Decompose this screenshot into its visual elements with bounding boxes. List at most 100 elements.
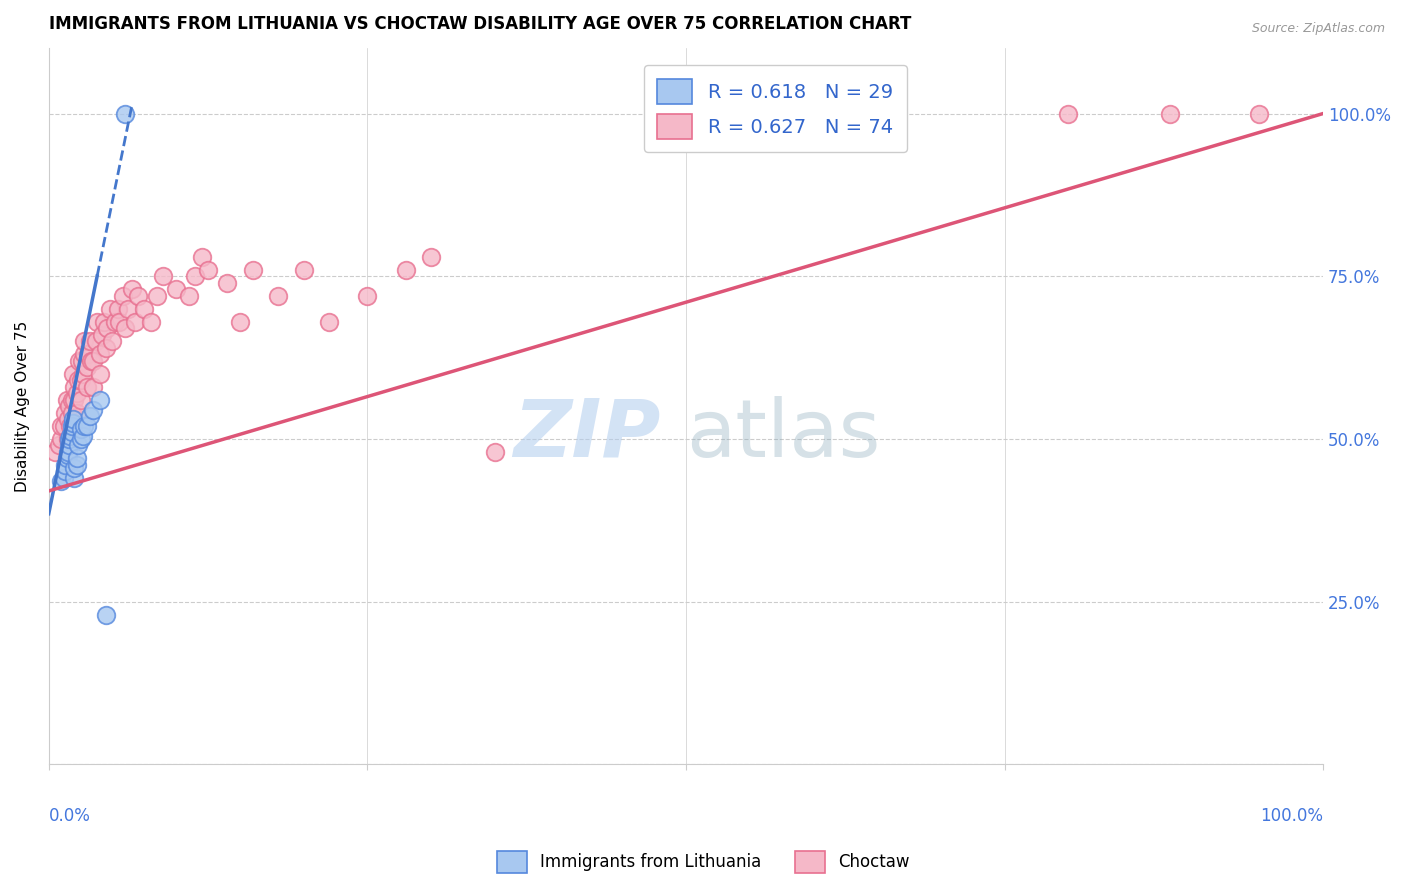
Point <box>94 341 117 355</box>
Point <box>134 301 156 316</box>
Point <box>177 289 200 303</box>
Point <box>184 269 207 284</box>
Point <box>101 334 124 349</box>
Point <box>217 276 239 290</box>
Point <box>356 289 378 303</box>
Y-axis label: Disability Age Over 75: Disability Age Over 75 <box>15 321 30 492</box>
Point <box>86 315 108 329</box>
Point <box>146 289 169 303</box>
Point <box>108 315 131 329</box>
Point <box>63 471 86 485</box>
Point <box>1057 106 1080 120</box>
Point <box>79 409 101 424</box>
Point <box>82 402 104 417</box>
Point <box>73 334 96 349</box>
Point <box>60 418 83 433</box>
Point <box>89 392 111 407</box>
Point <box>67 438 90 452</box>
Point <box>56 448 79 462</box>
Point <box>80 353 103 368</box>
Point <box>318 315 340 329</box>
Point <box>84 334 107 349</box>
Point <box>121 282 143 296</box>
Point <box>56 445 79 459</box>
Point <box>76 380 98 394</box>
Point <box>139 315 162 329</box>
Point <box>67 373 90 387</box>
Point <box>51 432 73 446</box>
Point <box>44 445 66 459</box>
Point <box>51 474 73 488</box>
Point <box>93 315 115 329</box>
Point <box>79 334 101 349</box>
Point <box>197 262 219 277</box>
Point <box>89 367 111 381</box>
Point <box>111 289 134 303</box>
Point <box>59 428 82 442</box>
Text: IMMIGRANTS FROM LITHUANIA VS CHOCTAW DISABILITY AGE OVER 75 CORRELATION CHART: IMMIGRANTS FROM LITHUANIA VS CHOCTAW DIS… <box>49 15 911 33</box>
Text: Source: ZipAtlas.com: Source: ZipAtlas.com <box>1251 22 1385 36</box>
Point <box>67 353 90 368</box>
Point <box>104 315 127 329</box>
Legend: R = 0.618   N = 29, R = 0.627   N = 74: R = 0.618 N = 29, R = 0.627 N = 74 <box>644 65 907 153</box>
Point <box>165 282 187 296</box>
Point <box>292 262 315 277</box>
Point <box>72 428 94 442</box>
Point <box>94 607 117 622</box>
Point <box>69 432 91 446</box>
Point <box>60 392 83 407</box>
Point <box>53 418 76 433</box>
Point <box>53 458 76 472</box>
Text: 100.0%: 100.0% <box>1260 807 1323 825</box>
Point <box>91 327 114 342</box>
Point <box>66 451 89 466</box>
Point <box>229 315 252 329</box>
Point <box>114 321 136 335</box>
Point <box>420 250 443 264</box>
Point <box>77 347 100 361</box>
Point <box>55 392 77 407</box>
Point <box>98 301 121 316</box>
Point <box>53 465 76 479</box>
Point <box>107 301 129 316</box>
Point <box>484 445 506 459</box>
Text: atlas: atlas <box>686 396 880 474</box>
Point <box>152 269 174 284</box>
Point <box>394 262 416 277</box>
Point <box>60 406 83 420</box>
Point <box>58 400 80 414</box>
Point <box>60 425 83 440</box>
Point <box>127 289 149 303</box>
Point <box>66 386 89 401</box>
Point <box>51 418 73 433</box>
Point <box>190 250 212 264</box>
Point <box>73 418 96 433</box>
Point <box>55 451 77 466</box>
Point <box>53 406 76 420</box>
Point <box>73 347 96 361</box>
Text: ZIP: ZIP <box>513 396 661 474</box>
Point <box>70 353 93 368</box>
Point <box>63 461 86 475</box>
Point <box>82 353 104 368</box>
Point <box>242 262 264 277</box>
Point <box>69 392 91 407</box>
Point <box>48 438 70 452</box>
Point <box>117 301 139 316</box>
Point <box>56 412 79 426</box>
Point <box>1249 106 1271 120</box>
Point <box>1159 106 1181 120</box>
Point <box>69 373 91 387</box>
Point <box>82 380 104 394</box>
Point <box>53 471 76 485</box>
Point <box>58 432 80 446</box>
Point <box>76 418 98 433</box>
Point <box>63 380 86 394</box>
Point <box>63 392 86 407</box>
Point <box>96 321 118 335</box>
Point <box>89 347 111 361</box>
Point <box>66 458 89 472</box>
Point <box>76 360 98 375</box>
Point <box>62 412 84 426</box>
Point <box>69 422 91 436</box>
